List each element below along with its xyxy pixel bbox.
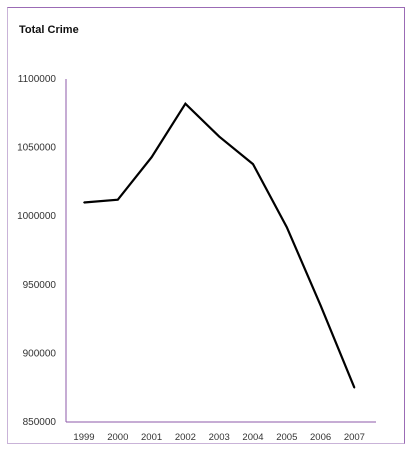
y-tick-label: 950000 — [23, 280, 57, 291]
axes — [65, 79, 376, 423]
y-axis-ticks: 1100000 1050000 1000000 950000 900000 850000 — [17, 74, 56, 428]
y-tick-label: 1050000 — [17, 143, 56, 154]
data-point — [83, 201, 85, 204]
x-tick-label: 2003 — [209, 432, 230, 443]
x-tick-label: 2006 — [310, 432, 331, 443]
x-tick-label: 2007 — [344, 432, 365, 443]
x-tick-label: 2002 — [175, 432, 196, 443]
data-point — [218, 135, 220, 138]
x-tick-label: 2004 — [242, 432, 263, 443]
y-tick-label: 1000000 — [17, 211, 56, 222]
y-tick-label: 1100000 — [18, 74, 57, 85]
y-tick-label: 850000 — [23, 417, 57, 428]
x-axis-ticks: 1999 2000 2001 2002 2003 2004 2005 2006 2007 — [73, 432, 365, 443]
data-point — [319, 304, 322, 307]
data-point — [184, 102, 187, 105]
chart-title: Total Crime — [19, 24, 79, 36]
data-point — [353, 386, 356, 389]
y-tick-label: 900000 — [23, 348, 57, 359]
x-tick-label: 2005 — [276, 432, 297, 443]
series-line — [83, 101, 356, 389]
data-point — [252, 163, 254, 165]
x-tick-label: 1999 — [73, 432, 94, 443]
data-point — [117, 198, 119, 201]
chart-frame — [7, 7, 405, 444]
series-group — [83, 101, 356, 389]
data-point — [286, 226, 288, 228]
data-point — [150, 156, 153, 159]
x-tick-label: 2000 — [107, 432, 128, 443]
x-tick-label: 2001 — [141, 432, 162, 443]
